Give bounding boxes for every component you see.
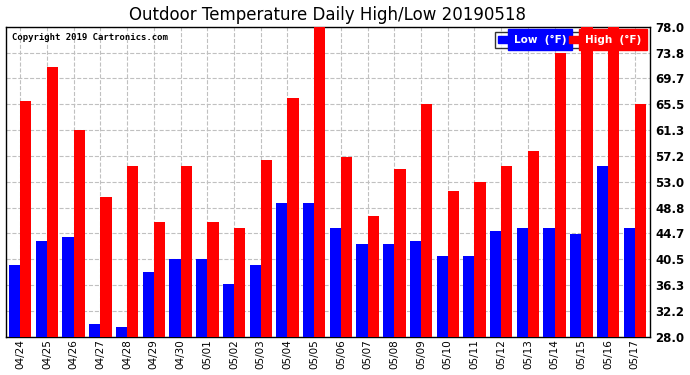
Text: Copyright 2019 Cartronics.com: Copyright 2019 Cartronics.com [12, 33, 168, 42]
Bar [20, 101, 32, 337]
Bar [368, 216, 379, 337]
Bar [570, 234, 582, 337]
Legend: Low  (°F), High  (°F): Low (°F), High (°F) [495, 32, 644, 48]
Bar [475, 182, 486, 337]
Bar [528, 151, 539, 337]
Bar [127, 166, 139, 337]
Bar [314, 27, 326, 337]
Bar [9, 266, 20, 337]
Bar [36, 241, 47, 337]
Bar [421, 104, 432, 337]
Bar [501, 166, 513, 337]
Bar [261, 160, 272, 337]
Bar [341, 157, 352, 337]
Bar [624, 228, 635, 337]
Bar [357, 244, 368, 337]
Bar [437, 256, 448, 337]
Title: Outdoor Temperature Daily High/Low 20190518: Outdoor Temperature Daily High/Low 20190… [129, 6, 526, 24]
Bar [196, 259, 207, 337]
Bar [383, 244, 395, 337]
Bar [223, 284, 234, 337]
Bar [181, 166, 192, 337]
Bar [490, 231, 501, 337]
Bar [608, 27, 620, 337]
Bar [410, 241, 421, 337]
Bar [63, 237, 74, 337]
Bar [74, 130, 85, 337]
Bar [154, 222, 165, 337]
Bar [448, 191, 459, 337]
Bar [47, 67, 58, 337]
Bar [234, 228, 245, 337]
Bar [395, 169, 406, 337]
Bar [635, 104, 646, 337]
Bar [517, 228, 528, 337]
Bar [303, 203, 314, 337]
Bar [101, 197, 112, 337]
Bar [169, 259, 181, 337]
Bar [288, 98, 299, 337]
Bar [555, 53, 566, 337]
Bar [207, 222, 219, 337]
Bar [597, 166, 608, 337]
Bar [250, 266, 261, 337]
Bar [276, 203, 288, 337]
Bar [330, 228, 341, 337]
Bar [143, 272, 154, 337]
Bar [582, 27, 593, 337]
Bar [116, 327, 127, 337]
Bar [463, 256, 475, 337]
Bar [544, 228, 555, 337]
Bar [89, 324, 101, 337]
